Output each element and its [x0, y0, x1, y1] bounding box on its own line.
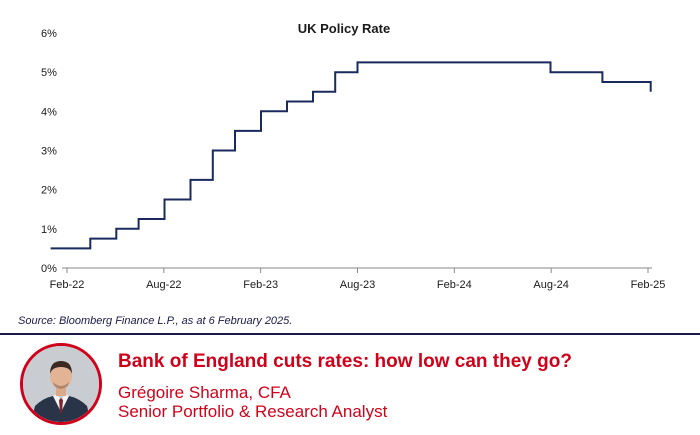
- y-tick-label: 1%: [41, 224, 57, 236]
- article-headline: Bank of England cuts rates: how low can …: [118, 351, 572, 372]
- y-tick-label: 0%: [41, 263, 57, 275]
- chart-title: UK Policy Rate: [298, 21, 390, 36]
- x-tick-label: Aug-22: [146, 279, 181, 291]
- x-tick-label: Aug-24: [533, 279, 568, 291]
- x-axis: Feb-22 Aug-22 Feb-23 Aug-23 Feb-24 Aug-24 Feb-…: [50, 267, 666, 291]
- divider: [0, 333, 700, 335]
- x-tick-label: Aug-23: [340, 279, 375, 291]
- source-note: Source: Bloomberg Finance L.P., as at 6 …: [18, 315, 293, 327]
- author-photo: [23, 346, 99, 422]
- author-avatar: [20, 343, 102, 425]
- policy-rate-chart: UK Policy Rate 0% 1% 2% 3% 4% 5% 6% Feb-22 Aug-…: [41, 21, 666, 291]
- y-tick-label: 5%: [41, 67, 57, 79]
- y-tick-label: 4%: [41, 106, 57, 118]
- author-name: Grégoire Sharma, CFA: [118, 383, 291, 402]
- y-tick-label: 2%: [41, 185, 57, 197]
- y-axis: 0% 1% 2% 3% 4% 5% 6%: [41, 28, 57, 275]
- y-tick-label: 3%: [41, 146, 57, 158]
- series-line-policy-rate: [50, 61, 652, 250]
- x-tick-label: Feb-25: [631, 279, 666, 291]
- series-area: [50, 61, 652, 250]
- x-tick-label: Feb-24: [437, 279, 472, 291]
- x-tick-label: Feb-22: [50, 279, 85, 291]
- author-role: Senior Portfolio & Research Analyst: [118, 402, 388, 421]
- y-tick-label: 6%: [41, 28, 57, 40]
- x-tick-label: Feb-23: [243, 279, 278, 291]
